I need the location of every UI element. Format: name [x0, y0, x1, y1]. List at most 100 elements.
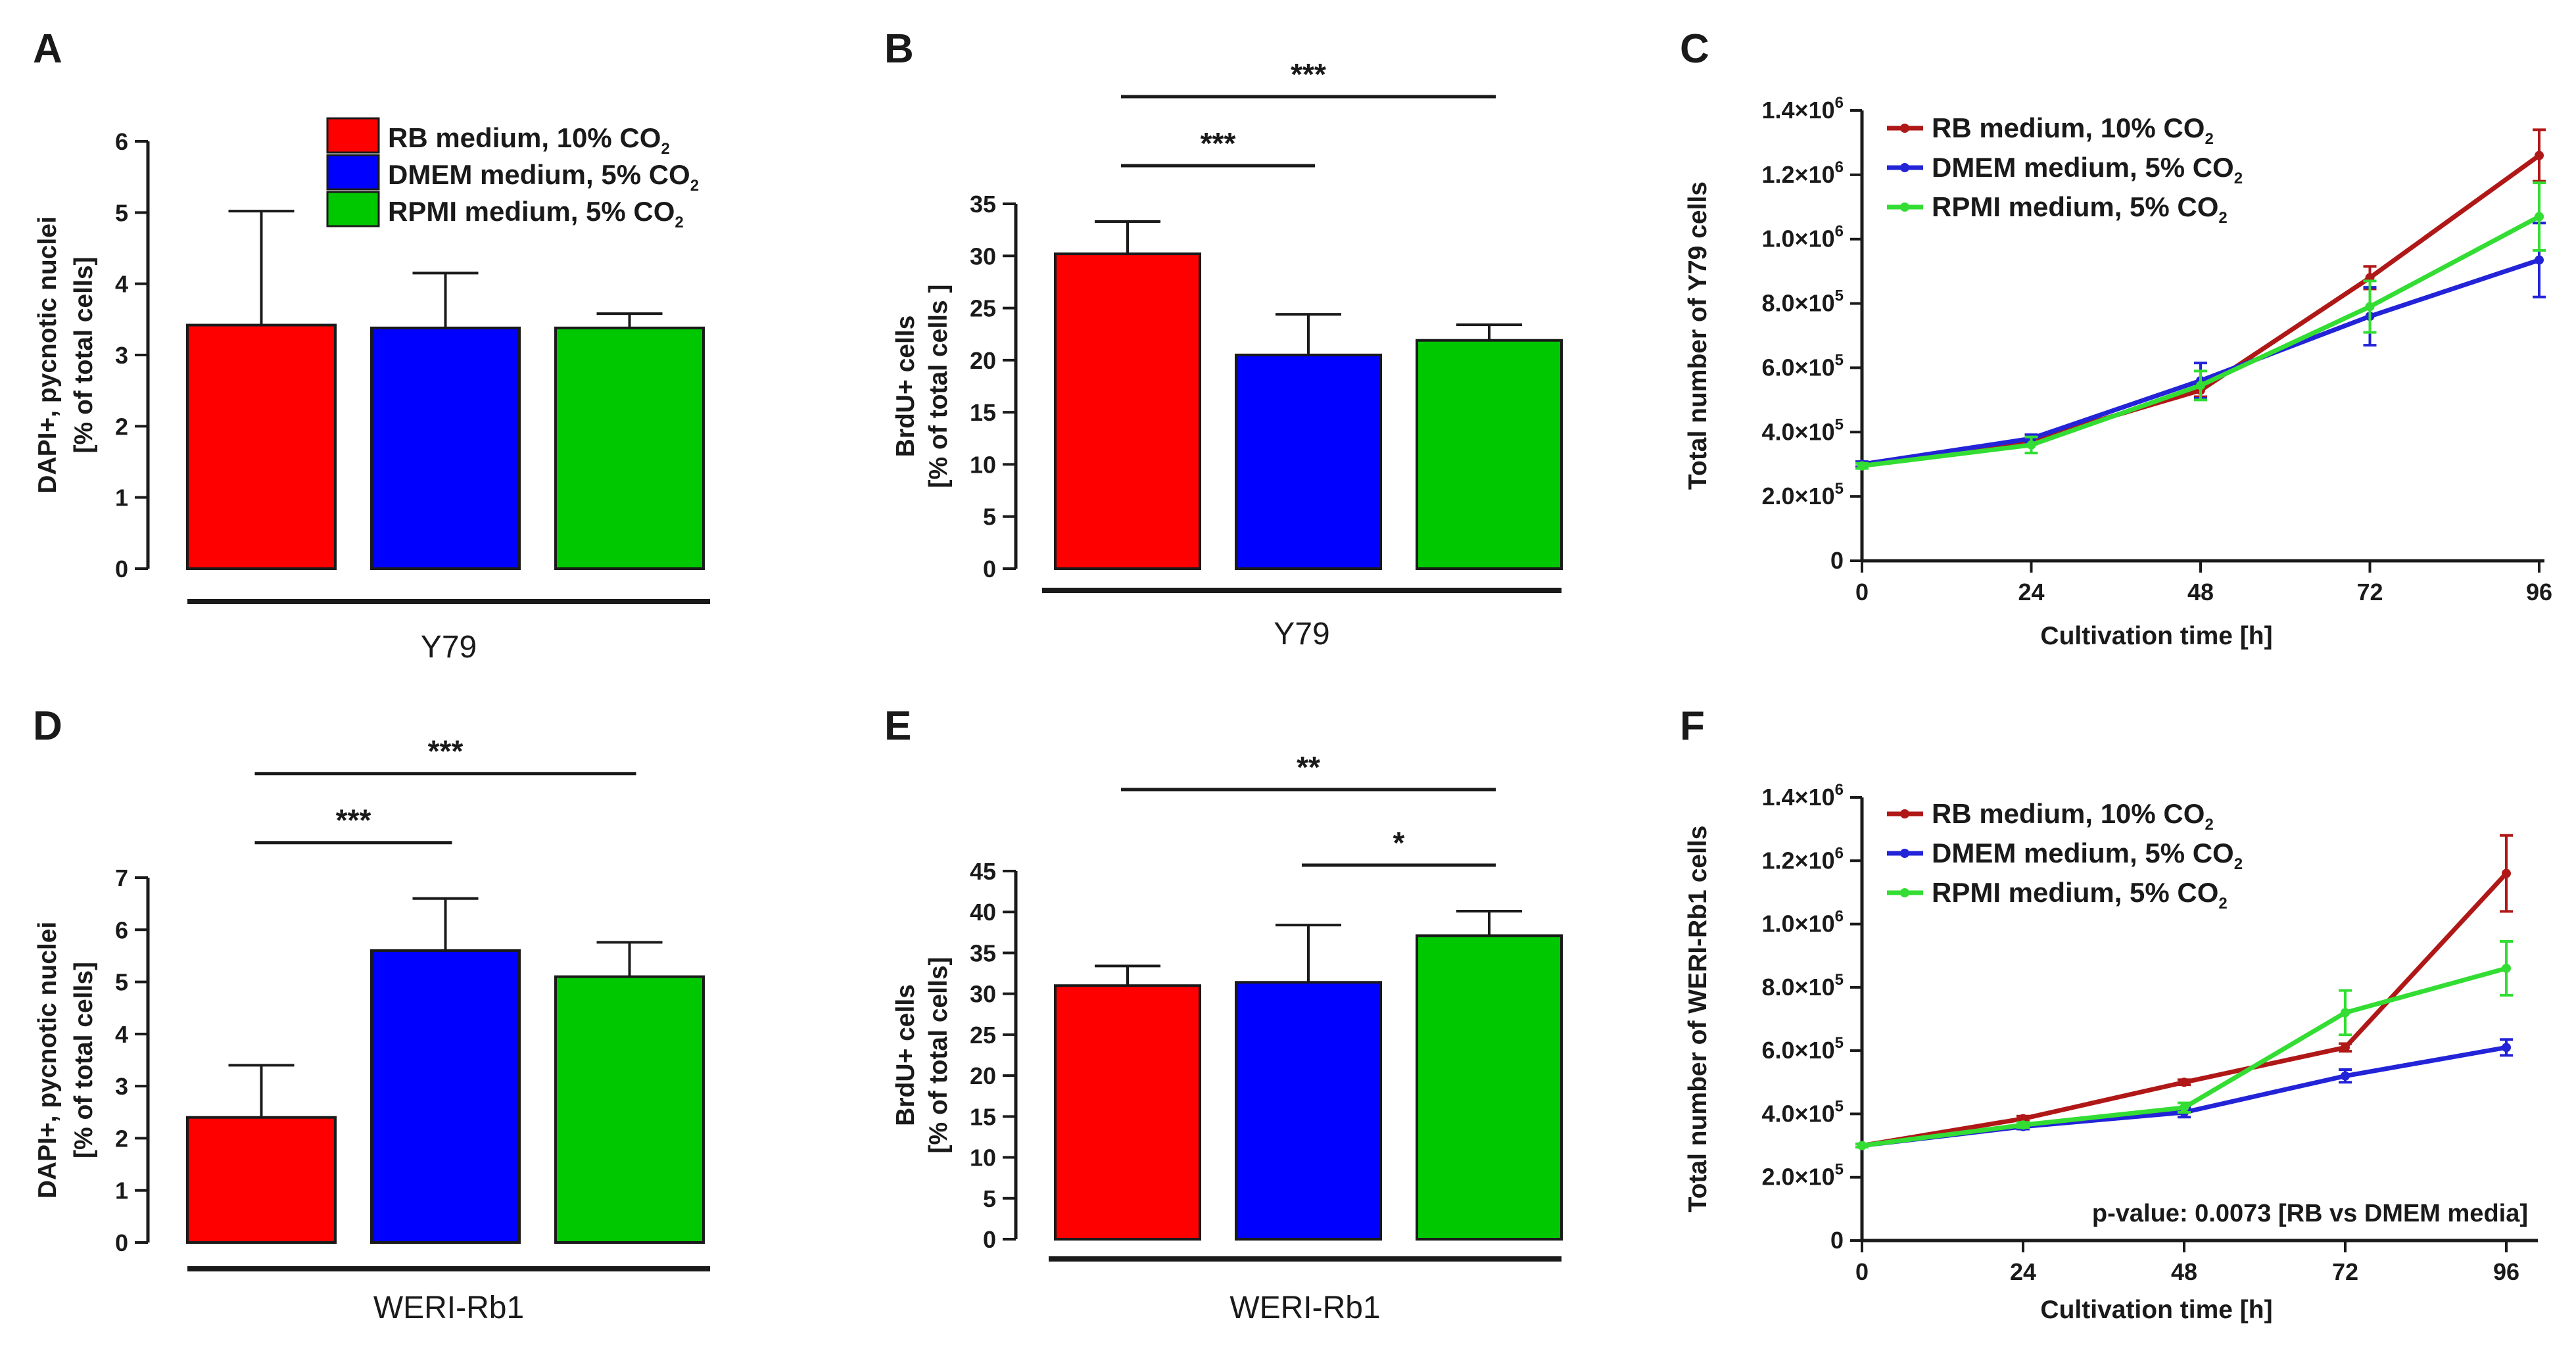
bar-dmem-b [1235, 353, 1382, 571]
data-point-dmem-f [2502, 1043, 2511, 1053]
legend-marker-dmem-c [1900, 163, 1909, 172]
significance-label-d: *** [428, 734, 464, 769]
panel-b-bar-chart: 0 5 10 15 20 25 30 35 Y79 BrdU+ cells [% of total … [892, 57, 1563, 651]
legend-label-dmem-c: DMEM medium, 5% CO2 [1932, 152, 2243, 187]
y-axis-title-b: [% of total cells ] [924, 285, 953, 488]
legend-swatch-dmem [326, 154, 380, 191]
y-tick-label-b: 15 [970, 399, 996, 426]
y-tick-label-d: 2 [115, 1125, 128, 1152]
legend-label-dmem: DMEM medium, 5% CO2 [388, 159, 699, 195]
legend-label-rpmi: RPMI medium, 5% CO2 [388, 196, 684, 231]
x-tick-label-f: 24 [2010, 1258, 2036, 1285]
y-tick-label-b: 20 [970, 347, 996, 374]
y-tick-label-a: 5 [115, 199, 128, 226]
y-tick-label-a: 6 [115, 128, 128, 155]
series-line-rpmi-f [1861, 966, 2507, 1148]
legend-swatch-rpmi [326, 191, 380, 227]
panel-a-bar-chart: 0 1 2 3 4 5 6 Y79 DAPI+, pycnotic nuclei [% of to… [34, 128, 710, 665]
bar-rb-b [1054, 252, 1201, 570]
bar-dmem-a [370, 326, 521, 570]
x-tick-label-c: 96 [2526, 579, 2552, 605]
panel-d-bar-chart: 0 1 2 3 4 5 6 7 WERI-Rb1 DAPI+, pycnotic nuclei [%… [34, 734, 710, 1325]
y-tick-label-e: 15 [970, 1103, 996, 1130]
x-tick-label-f: 0 [1855, 1258, 1869, 1285]
data-point-dmem-f [2341, 1071, 2350, 1081]
legend-label-dmem-f: DMEM medium, 5% CO2 [1932, 838, 2243, 873]
y-tick-label-e: 25 [970, 1022, 996, 1049]
y-tick-label-f: 2.0×105 [1762, 1161, 1844, 1191]
legend-label-rb: RB medium, 10% CO2 [388, 122, 670, 158]
x-tick-label-c: 0 [1855, 579, 1869, 605]
legend-marker-rpmi-f [1900, 888, 1909, 897]
data-point-rb-c [2535, 151, 2544, 160]
y-axis-title-d: [% of total cells] [70, 962, 98, 1158]
legend-swatch-rb [326, 117, 380, 154]
data-point-rpmi-f [2341, 1008, 2350, 1018]
y-axis-title-f: Total number of WERI-Rb1 cells [1684, 826, 1712, 1213]
bar-rpmi-e [1416, 934, 1563, 1241]
data-point-rpmi-f [1857, 1141, 1867, 1150]
panel-f-line-chart: 0 2.0×105 4.0×105 6.0×105 8.0×105 1.0×106 1.2×… [1684, 781, 2538, 1324]
y-tick-label-b: 0 [983, 556, 996, 582]
y-tick-label-c: 2.0×105 [1762, 480, 1844, 509]
group-label-a: Y79 [421, 630, 477, 665]
y-tick-label-d: 1 [115, 1177, 128, 1204]
group-label-e: WERI-Rb1 [1229, 1290, 1380, 1325]
x-tick-label-f: 48 [2171, 1258, 2197, 1285]
y-tick-label-e: 45 [970, 858, 996, 885]
y-tick-label-e: 10 [970, 1145, 996, 1172]
bar-rb-e [1054, 984, 1201, 1241]
y-tick-label-d: 4 [115, 1021, 128, 1048]
y-tick-label-f: 1.4×106 [1762, 781, 1844, 811]
data-point-rpmi-f [2180, 1102, 2189, 1112]
panel-letter-f: F [1680, 703, 1705, 749]
y-tick-label-d: 0 [115, 1229, 128, 1256]
y-tick-label-c: 0 [1830, 547, 1844, 574]
x-axis-title-f: Cultivation time [h] [2040, 1296, 2272, 1324]
data-point-rpmi-c [2026, 440, 2036, 450]
bar-rpmi-d [554, 975, 705, 1244]
y-tick-label-c: 4.0×105 [1762, 415, 1844, 445]
y-tick-label-d: 5 [115, 969, 128, 996]
y-tick-label-e: 20 [970, 1062, 996, 1089]
significance-label-d: *** [336, 803, 371, 838]
significance-label-b: *** [1291, 57, 1326, 91]
legend-panel-a: RB medium, 10% CO2 DMEM medium, 5% CO2 R… [326, 117, 699, 231]
bar-rpmi-b [1416, 339, 1563, 570]
y-axis-title-a: [% of total cells] [70, 256, 98, 453]
x-axis-title-c: Cultivation time [h] [2040, 622, 2272, 650]
y-tick-label-e: 0 [983, 1226, 996, 1253]
panel-letter-e: E [884, 703, 911, 749]
data-point-rpmi-c [2365, 302, 2375, 312]
data-point-rpmi-c [1857, 461, 1867, 471]
y-tick-label-a: 2 [115, 413, 128, 440]
panel-e-bar-chart: 0 5 10 15 20 25 30 35 40 45 WERI-Rb1 BrdU+ cells [% … [892, 750, 1563, 1325]
y-axis-title-e: BrdU+ cells [892, 984, 920, 1126]
panel-letter-c: C [1680, 26, 1709, 72]
y-tick-label-a: 4 [115, 271, 128, 298]
data-point-rb-f [2018, 1114, 2028, 1124]
legend-marker-rpmi-c [1900, 202, 1909, 212]
y-tick-label-b: 10 [970, 451, 996, 478]
panel-c-line-chart: 0 2.0×105 4.0×105 6.0×105 8.0×105 1.0×106 1.2×… [1684, 94, 2552, 650]
y-tick-label-a: 1 [115, 485, 128, 511]
y-tick-label-e: 5 [983, 1185, 996, 1212]
legend-label-rb-f: RB medium, 10% CO2 [1932, 798, 2214, 834]
y-axis-title-c: Total number of Y79 cells [1684, 181, 1712, 490]
y-tick-label-e: 35 [970, 939, 996, 966]
y-tick-label-a: 3 [115, 342, 128, 369]
legend-marker-rb-c [1900, 124, 1909, 133]
y-axis-title-a: DAPI+, pycnotic nuclei [34, 216, 62, 494]
y-tick-label-f: 0 [1830, 1227, 1844, 1254]
legend-marker-dmem-f [1900, 849, 1909, 858]
x-tick-label-c: 24 [2018, 579, 2044, 605]
p-value-note: p-value: 0.0073 [RB vs DMEM media] [2092, 1200, 2528, 1227]
bar-rb-d [186, 1116, 337, 1244]
legend-label-rpmi-f: RPMI medium, 5% CO2 [1932, 877, 2228, 912]
data-point-rb-f [2180, 1077, 2189, 1087]
data-point-rb-f [2341, 1043, 2350, 1053]
y-tick-label-f: 4.0×105 [1762, 1097, 1844, 1127]
significance-label-e: * [1393, 826, 1405, 860]
y-tick-label-f: 1.0×106 [1762, 908, 1844, 937]
